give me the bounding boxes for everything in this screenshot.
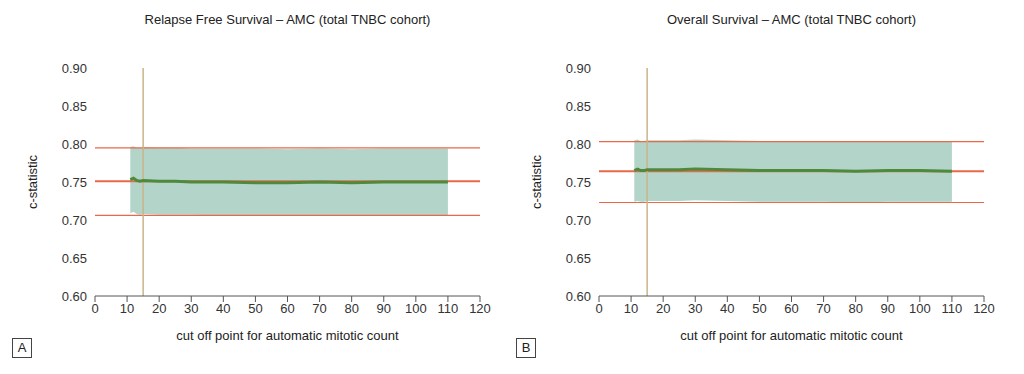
svg-text:40: 40 [216,301,230,316]
svg-text:90: 90 [881,301,895,316]
svg-text:100: 100 [405,301,427,316]
svg-text:120: 120 [973,301,995,316]
svg-text:0.70: 0.70 [566,213,591,228]
svg-text:0.60: 0.60 [566,289,591,304]
svg-text:70: 70 [816,301,830,316]
svg-text:60: 60 [280,301,294,316]
svg-text:0.90: 0.90 [62,61,87,76]
svg-text:0.65: 0.65 [566,251,591,266]
svg-text:110: 110 [942,301,963,316]
svg-text:60: 60 [784,301,798,316]
svg-text:10: 10 [120,301,134,316]
svg-text:0.70: 0.70 [62,213,87,228]
svg-text:cut off point for automatic mi: cut off point for automatic mitotic coun… [176,328,399,343]
svg-text:c-statistic: c-statistic [529,154,544,209]
svg-text:100: 100 [909,301,931,316]
svg-text:30: 30 [688,301,702,316]
svg-text:80: 80 [344,301,358,316]
svg-text:0.80: 0.80 [62,137,87,152]
html-text:A: A [17,340,27,355]
svg-text:0: 0 [595,301,602,316]
svg-text:0.85: 0.85 [566,99,591,114]
svg-text:20: 20 [656,301,670,316]
svg-text:120: 120 [469,301,491,316]
svg-text:0.85: 0.85 [62,99,87,114]
svg-text:90: 90 [377,301,391,316]
svg-text:110: 110 [438,301,459,316]
svg-text:40: 40 [720,301,734,316]
svg-text:0.80: 0.80 [566,137,591,152]
svg-text:30: 30 [184,301,198,316]
svg-text:0.60: 0.60 [62,289,87,304]
svg-text:80: 80 [848,301,862,316]
svg-text:0.65: 0.65 [62,251,87,266]
html-text:Overall Survival – AMC (total: Overall Survival – AMC (total TNBC cohor… [667,12,916,27]
svg-text:20: 20 [152,301,166,316]
svg-text:cut off point for automatic mi: cut off point for automatic mitotic coun… [680,328,903,343]
svg-text:0.75: 0.75 [62,175,87,190]
svg-text:0.90: 0.90 [566,61,591,76]
svg-text:0.75: 0.75 [566,175,591,190]
svg-text:70: 70 [312,301,326,316]
svg-text:c-statistic: c-statistic [25,154,40,209]
svg-text:0: 0 [91,301,98,316]
svg-text:50: 50 [752,301,766,316]
svg-text:10: 10 [624,301,638,316]
svg-text:50: 50 [248,301,262,316]
html-text:B: B [521,340,531,355]
html-text:Relapse Free Survival – AMC (t: Relapse Free Survival – AMC (total TNBC … [144,12,431,27]
